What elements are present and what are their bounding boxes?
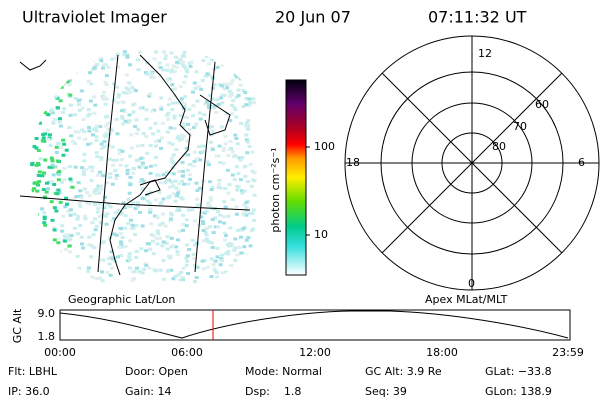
timeline-y-label: 1.8 [38,330,56,343]
date: 20 Jun 07 [275,8,351,27]
mlt-label: 0 [468,277,475,290]
timeline-x-label: 12:00 [299,346,331,359]
image [30,50,257,283]
mlt-label: 6 [578,156,585,169]
timeline-box [59,309,571,341]
colorbar-tick-label: 10 [314,228,328,241]
altitude-curve [59,310,569,339]
timeline-x-label: 23:59 [552,346,584,359]
timeline-y-label: 9.0 [38,307,56,320]
lat-label: 60 [535,98,549,111]
timeline-axis-label: GC Alt [11,308,24,343]
status-field: IP: 36.0 [8,385,50,398]
status-field: Dsp: 1.8 [245,385,301,398]
lat-label: 70 [513,120,527,133]
timeline-x-label: 06:00 [171,346,203,359]
status-field: GLat: −33.8 [485,365,552,378]
colorbar [285,79,307,276]
status-field: Door: Open [125,365,188,378]
map-lines [19,54,251,276]
status-field: Mode: Normal [245,365,322,378]
timeline-x-label: 00:00 [44,346,76,359]
status-field: GLon: 138.9 [485,385,552,398]
mlt-label: 18 [346,156,360,169]
footer: Flt: LBHL IP: 36.0 Door: Open Gain: 14 Mode:… [8,365,552,398]
title: Ultraviolet Imager [22,8,167,27]
status-field: Seq: 39 [365,385,407,398]
polar-grid [344,35,600,291]
mlt-label: 12 [478,47,492,60]
status-field: Flt: LBHL [8,365,58,378]
status-field: Gain: 14 [125,385,172,398]
timeline-x-label: 18:00 [426,346,458,359]
panel-label: Geographic Lat/Lon [68,293,175,306]
colorbar-tick-label: 100 [314,140,335,153]
status-field: GC Alt: 3.9 Re [365,365,442,378]
lat-label: 80 [492,140,506,153]
panel-label: Apex MLat/MLT [425,293,508,306]
time: 07:11:32 UT [428,8,527,27]
colorbar-label: photon cm⁻²s⁻¹ [269,147,282,232]
